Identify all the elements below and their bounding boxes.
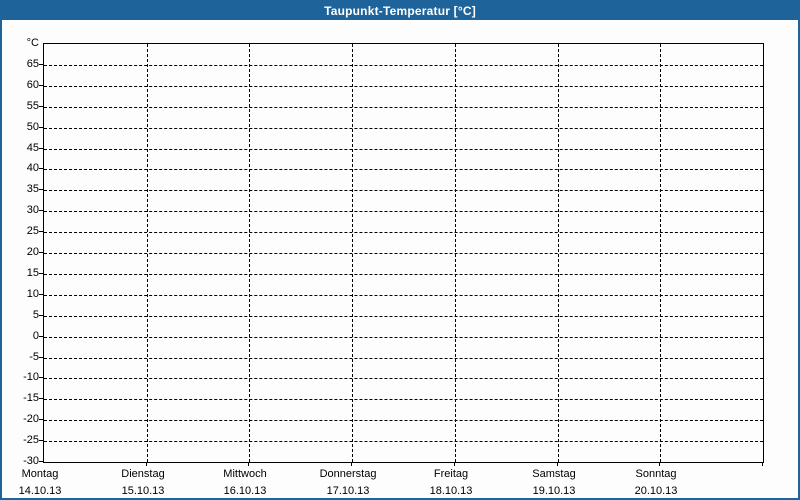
y-axis-tick-label: 0 bbox=[32, 330, 39, 342]
y-tick-mark bbox=[39, 85, 43, 86]
y-axis-tick-label: 25 bbox=[26, 225, 39, 237]
y-tick-mark bbox=[39, 398, 43, 399]
y-axis-tick-label: 65 bbox=[26, 58, 39, 70]
y-gridline bbox=[44, 86, 763, 87]
y-tick-mark bbox=[39, 440, 43, 441]
y-tick-mark bbox=[39, 419, 43, 420]
x-axis-date-label: 15.10.13 bbox=[121, 485, 165, 497]
y-gridline bbox=[44, 316, 763, 317]
y-axis-tick-label: 60 bbox=[26, 79, 39, 91]
y-axis-tick-label: -10 bbox=[23, 371, 39, 383]
y-axis-tick-label: 50 bbox=[26, 121, 39, 133]
y-tick-mark bbox=[39, 231, 43, 232]
y-tick-mark bbox=[39, 336, 43, 337]
x-axis-weekday-label: Mittwoch bbox=[223, 468, 267, 480]
y-axis-tick-label: -30 bbox=[23, 455, 39, 467]
y-gridline bbox=[44, 232, 763, 233]
y-tick-mark bbox=[39, 273, 43, 274]
y-tick-mark bbox=[39, 357, 43, 358]
x-axis-date-label: 14.10.13 bbox=[18, 485, 62, 497]
x-axis-date-label: 18.10.13 bbox=[429, 485, 473, 497]
x-gridline bbox=[352, 44, 353, 462]
x-axis-weekday-label: Sonntag bbox=[635, 468, 677, 480]
y-tick-mark bbox=[39, 252, 43, 253]
y-axis-tick-label: 35 bbox=[26, 183, 39, 195]
y-tick-mark bbox=[39, 106, 43, 107]
y-tick-mark bbox=[39, 461, 43, 462]
x-tick-mark bbox=[557, 462, 558, 466]
y-gridline bbox=[44, 295, 763, 296]
y-axis-tick-label: 15 bbox=[26, 267, 39, 279]
y-tick-mark bbox=[39, 210, 43, 211]
y-tick-mark bbox=[39, 148, 43, 149]
y-tick-mark bbox=[39, 189, 43, 190]
x-gridline bbox=[455, 44, 456, 462]
x-gridline bbox=[147, 44, 148, 462]
y-axis-tick-label: 45 bbox=[26, 142, 39, 154]
x-axis-date-label: 17.10.13 bbox=[326, 485, 370, 497]
window-title-bar: Taupunkt-Temperatur [°C] bbox=[2, 2, 798, 20]
y-tick-mark bbox=[39, 377, 43, 378]
y-gridline bbox=[44, 274, 763, 275]
plot-area bbox=[43, 43, 764, 463]
x-gridline bbox=[558, 44, 559, 462]
y-gridline bbox=[44, 420, 763, 421]
y-tick-mark bbox=[39, 127, 43, 128]
y-gridline bbox=[44, 211, 763, 212]
y-gridline bbox=[44, 190, 763, 191]
x-gridline bbox=[660, 44, 661, 462]
y-axis-tick-label: -5 bbox=[29, 351, 39, 363]
y-gridline bbox=[44, 149, 763, 150]
y-axis-tick-label: 20 bbox=[26, 246, 39, 258]
y-gridline bbox=[44, 399, 763, 400]
y-gridline bbox=[44, 169, 763, 170]
x-gridline bbox=[249, 44, 250, 462]
y-gridline bbox=[44, 441, 763, 442]
y-tick-mark bbox=[39, 64, 43, 65]
y-axis-tick-label: -20 bbox=[23, 413, 39, 425]
x-tick-mark bbox=[454, 462, 455, 466]
x-tick-mark bbox=[248, 462, 249, 466]
y-axis-tick-label: -15 bbox=[23, 392, 39, 404]
y-gridline bbox=[44, 107, 763, 108]
y-axis-tick-label: 10 bbox=[26, 288, 39, 300]
x-axis-weekday-label: Montag bbox=[21, 468, 59, 480]
x-axis-weekday-label: Donnerstag bbox=[319, 468, 377, 480]
y-tick-mark bbox=[39, 294, 43, 295]
x-axis-date-label: 19.10.13 bbox=[532, 485, 576, 497]
y-axis-tick-label: 55 bbox=[26, 100, 39, 112]
x-tick-mark bbox=[659, 462, 660, 466]
y-gridline bbox=[44, 358, 763, 359]
x-axis-date-label: 16.10.13 bbox=[223, 485, 267, 497]
x-tick-mark bbox=[146, 462, 147, 466]
x-axis-weekday-label: Samstag bbox=[532, 468, 576, 480]
y-axis-tick-label: 5 bbox=[32, 309, 39, 321]
x-axis-date-label: 20.10.13 bbox=[634, 485, 678, 497]
window-title: Taupunkt-Temperatur [°C] bbox=[324, 4, 476, 18]
y-axis-tick-label: 30 bbox=[26, 204, 39, 216]
x-axis-weekday-label: Freitag bbox=[433, 468, 469, 480]
y-gridline bbox=[44, 337, 763, 338]
y-gridline bbox=[44, 65, 763, 66]
x-tick-mark bbox=[762, 462, 763, 466]
y-gridline bbox=[44, 378, 763, 379]
x-axis-weekday-label: Dienstag bbox=[121, 468, 165, 480]
x-tick-mark bbox=[351, 462, 352, 466]
y-axis-tick-label: 40 bbox=[26, 162, 39, 174]
y-tick-mark bbox=[39, 315, 43, 316]
y-gridline bbox=[44, 128, 763, 129]
y-gridline bbox=[44, 253, 763, 254]
y-axis-unit-label: °C bbox=[26, 37, 39, 49]
y-tick-mark bbox=[39, 168, 43, 169]
y-axis-tick-label: -25 bbox=[23, 434, 39, 446]
